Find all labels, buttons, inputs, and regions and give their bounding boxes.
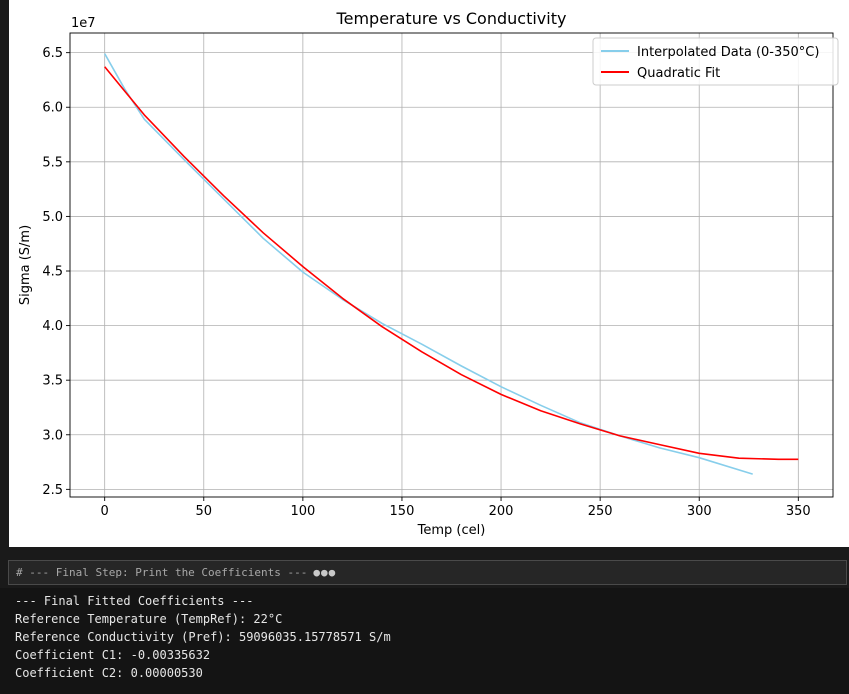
y-axis-label: Sigma (S/m)	[18, 225, 33, 305]
series-line-1	[104, 66, 799, 461]
output-area: --- Final Fitted Coefficients --- Refere…	[0, 588, 849, 694]
code-cell-text: # --- Final Step: Print the Coefficients…	[16, 566, 308, 579]
legend-label-0: Interpolated Data (0-350°C)	[637, 45, 819, 60]
plot-frame	[69, 32, 834, 498]
x-tick-label: 300	[687, 504, 712, 519]
y-tick-label: 5.0	[42, 210, 63, 225]
x-tick-label: 100	[290, 504, 315, 519]
x-tick-label: 0	[101, 504, 109, 519]
legend-box	[592, 37, 839, 86]
x-tick-label: 350	[786, 504, 811, 519]
y-tick-label: 3.5	[42, 374, 63, 389]
y-tick-label: 6.0	[42, 101, 63, 116]
more-options-icon[interactable]: ●●●	[313, 566, 337, 579]
y-tick-label: 5.5	[42, 155, 63, 170]
output-line-header: --- Final Fitted Coefficients ---	[15, 594, 254, 608]
x-tick-label: 50	[195, 504, 212, 519]
code-cell[interactable]: # --- Final Step: Print the Coefficients…	[8, 560, 847, 585]
y-tick-label: 4.5	[42, 265, 63, 280]
output-line-temp-ref: Reference Temperature (TempRef): 22°C	[15, 612, 283, 626]
temperature-conductivity-chart: 0 50 100 150 200 250 300 350 2.5 3.0 3.5 4.0 4.5 5.0 5…	[18, 9, 839, 538]
output-line-c1: Coefficient C1: -0.00335632	[15, 648, 211, 662]
x-tick-label: 200	[489, 504, 514, 519]
y-offset-label: 1e7	[71, 16, 96, 31]
chart-title: Temperature vs Conductivity	[336, 9, 567, 28]
y-tick-label: 4.0	[42, 319, 63, 334]
output-line-cond-ref: Reference Conductivity (Pref): 59096035.…	[15, 630, 391, 644]
output-line-c2: Coefficient C2: 0.00000530	[15, 666, 203, 680]
plot-panel: 0 50 100 150 200 250 300 350 2.5 3.0 3.5 4.0 4.5 5.0 5…	[9, 0, 849, 547]
y-tick-label: 3.0	[42, 428, 63, 443]
y-tick-label: 6.5	[42, 46, 63, 61]
y-tick-label: 2.5	[42, 483, 63, 498]
series-line-0	[104, 53, 753, 475]
x-tick-label: 150	[390, 504, 415, 519]
x-tick-label: 250	[588, 504, 613, 519]
x-axis-label: Temp (cel)	[417, 523, 486, 538]
legend-label-1: Quadratic Fit	[637, 66, 720, 81]
